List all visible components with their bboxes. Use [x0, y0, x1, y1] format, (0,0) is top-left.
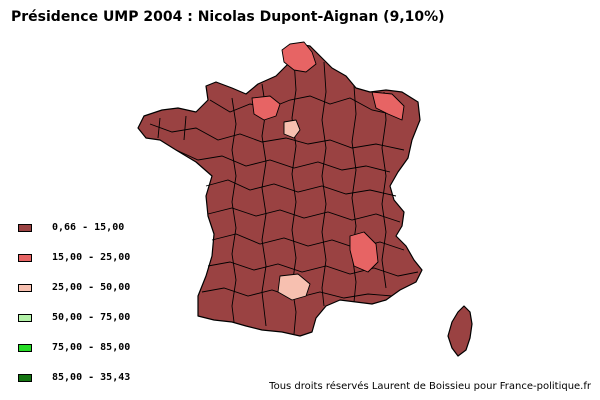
legend-item: 85,00 - 35,43	[18, 372, 218, 386]
category-25-50-regions	[277, 119, 311, 301]
credit-text: Tous droits réservés Laurent de Boissieu…	[269, 381, 591, 392]
department-borders	[149, 59, 419, 335]
legend-label: 50,00 - 75,00	[52, 312, 131, 323]
legend-swatch	[18, 254, 32, 262]
legend-item: 75,00 - 85,00	[18, 342, 218, 356]
mainland-france	[137, 43, 423, 337]
legend-swatch	[18, 344, 32, 352]
legend-label: 75,00 - 85,00	[52, 342, 131, 353]
legend-label: 15,00 - 25,00	[52, 252, 131, 263]
legend-swatch	[18, 374, 32, 382]
map-title: Présidence UMP 2004 : Nicolas Dupont-Aig…	[11, 9, 445, 25]
region-north	[281, 41, 317, 73]
legend-item: 15,00 - 25,00	[18, 252, 218, 266]
region-toulouse	[277, 273, 311, 301]
legend-item: 25,00 - 50,00	[18, 282, 218, 296]
legend-label: 85,00 - 35,43	[52, 372, 131, 383]
legend-label: 0,66 - 15,00	[52, 222, 125, 233]
legend-label: 25,00 - 50,00	[52, 282, 131, 293]
region-alps	[349, 231, 379, 273]
legend-swatch	[18, 284, 32, 292]
region-paris	[283, 119, 301, 139]
legend-swatch	[18, 224, 32, 232]
corsica	[447, 305, 473, 357]
category-15-25-regions	[251, 41, 405, 273]
legend-item: 50,00 - 75,00	[18, 312, 218, 326]
legend-item: 0,66 - 15,00	[18, 222, 218, 236]
legend-swatch	[18, 314, 32, 322]
region-normandy	[251, 95, 281, 121]
region-alsace	[371, 91, 405, 121]
